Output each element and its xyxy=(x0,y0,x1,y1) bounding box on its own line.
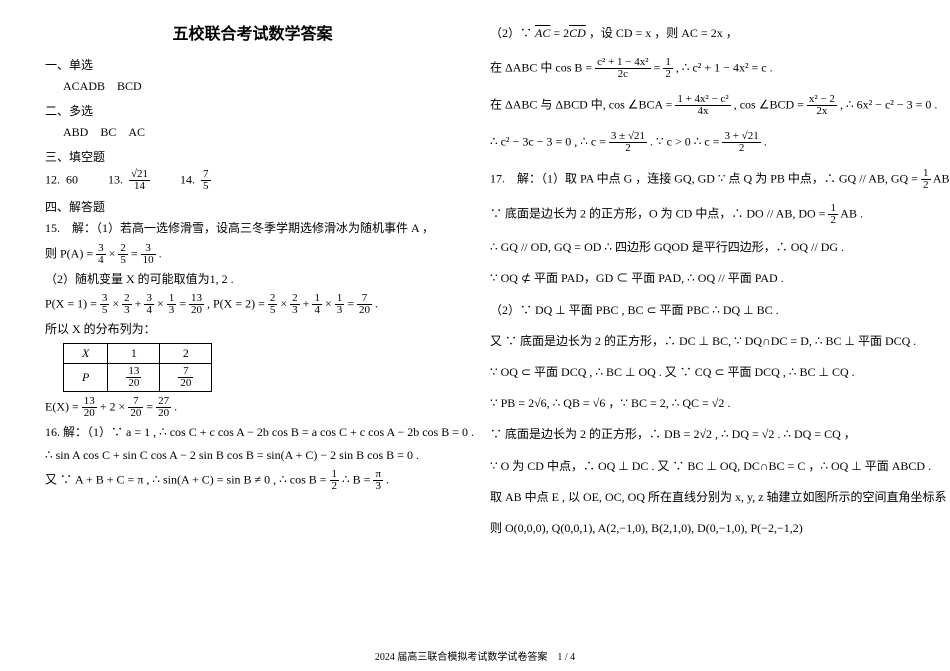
doc-title: 五校联合考试数学答案 xyxy=(45,20,460,44)
right-column: （2）∵ AC = 2CD ，设 CD = x ，则 AC = 2x ， 在 Δ… xyxy=(475,20,920,631)
section-2-answers: ABD BC AC xyxy=(45,123,460,142)
q17-line2: ∵ 底面是边长为 2 的正方形，O 为 CD 中点，∴ DO // AB, DO… xyxy=(490,203,905,226)
left-column: 五校联合考试数学答案 一、单选 ACADB BCD 二、多选 ABD BC AC… xyxy=(30,20,475,631)
q14-label: 14. xyxy=(180,173,195,187)
q17-line9: ∵ 底面是边长为 2 的正方形，∴ DB = 2√2 , ∴ DQ = √2 .… xyxy=(490,425,905,444)
q13-label: 13. xyxy=(108,173,123,187)
q17-line7: ∵ OQ ⊂ 平面 DCQ , ∴ BC ⊥ OQ . 又 ∵ CQ ⊂ 平面 … xyxy=(490,363,905,382)
q17-line10: ∵ O 为 CD 中点，∴ OQ ⊥ DC . 又 ∵ BC ⊥ OQ, DC∩… xyxy=(490,457,905,476)
section-2: 二、多选 xyxy=(45,102,460,119)
q17-line12: 则 O(0,0,0), Q(0,0,1), A(2,−1,0), B(2,1,0… xyxy=(490,519,905,538)
section-1-answers: ACADB BCD xyxy=(45,77,460,96)
q15-line2: 则 P(A) = 34 × 25 = 310 . xyxy=(45,243,460,266)
q17-line11: 取 AB 中点 E , 以 OE, OC, OQ 所在直线分别为 x, y, z… xyxy=(490,488,905,507)
q15-line4: P(X = 1) = 35 × 23 + 34 × 13 = 1320 , P(… xyxy=(45,293,460,316)
r-line4: ∴ c² − 3c − 3 = 0 , ∴ c = 3 ± √212 . ∵ c… xyxy=(490,131,905,154)
page-footer: 2024 届高三联合模拟考试数学试卷答案 1 / 4 xyxy=(0,648,950,663)
page: 五校联合考试数学答案 一、单选 ACADB BCD 二、多选 ABD BC AC… xyxy=(0,0,950,671)
fill-blank-answers: 12. 60 13. √2114 14. 75 xyxy=(45,169,460,192)
q14-frac: 75 xyxy=(201,169,211,192)
q15-line3: （2）随机变量 X 的可能取值为1, 2 . xyxy=(45,270,460,289)
q17-line4: ∵ OQ ⊄ 平面 PAD，GD ⊂ 平面 PAD, ∴ OQ // 平面 PA… xyxy=(490,269,905,288)
q17-line6: 又 ∵ 底面是边长为 2 的正方形，∴ DC ⊥ BC, ∵ DQ∩DC = D… xyxy=(490,332,905,351)
q15-line1: 15. 解：（1）若高一选修滑雪，设高三冬季学期选修滑冰为随机事件 A ， xyxy=(45,219,460,238)
q15-line6: E(X) = 1320 + 2 × 720 = 2720 . xyxy=(45,396,460,419)
q12: 12. 60 xyxy=(45,173,78,187)
q16-line3: 又 ∵ A + B + C = π , ∴ sin(A + C) = sin B… xyxy=(45,469,460,492)
r-line1: （2）∵ AC = 2CD ，设 CD = x ，则 AC = 2x ， xyxy=(490,24,905,43)
q16-line2: ∴ sin A cos C + sin C cos A − 2 sin B co… xyxy=(45,446,460,465)
section-4: 四、解答题 xyxy=(45,198,460,215)
section-1: 一、单选 xyxy=(45,56,460,73)
q17-line1: 17. 解：（1）取 PA 中点 G ，连接 GQ, GD ∵ 点 Q 为 PB… xyxy=(490,168,905,191)
q16-line1: 16. 解：（1）∵ a = 1 , ∴ cos C + c cos A − 2… xyxy=(45,423,460,442)
section-3: 三、填空题 xyxy=(45,148,460,165)
q17-line8: ∵ PB = 2√6, ∴ QB = √6 ，∵ BC = 2, ∴ QC = … xyxy=(490,394,905,413)
r-line2: 在 ΔABC 中 cos B = c² + 1 − 4x²2c = 12 , ∴… xyxy=(490,57,905,80)
q13-frac: √2114 xyxy=(129,169,150,192)
q15-line5: 所以 X 的分布列为： xyxy=(45,320,460,339)
r-line3: 在 ΔABC 与 ΔBCD 中, cos ∠BCA = 1 + 4x² − c²… xyxy=(490,94,905,117)
q17-line3: ∴ GQ // OD, GQ = OD ∴ 四边形 GQOD 是平行四边形，∴ … xyxy=(490,238,905,257)
table-row: P 1320 720 xyxy=(64,363,212,391)
table-row: X12 xyxy=(64,343,212,363)
q17-line5: （2）∵ DQ ⊥ 平面 PBC , BC ⊂ 平面 PBC ∴ DQ ⊥ BC… xyxy=(490,301,905,320)
distribution-table: X12 P 1320 720 xyxy=(63,343,212,392)
